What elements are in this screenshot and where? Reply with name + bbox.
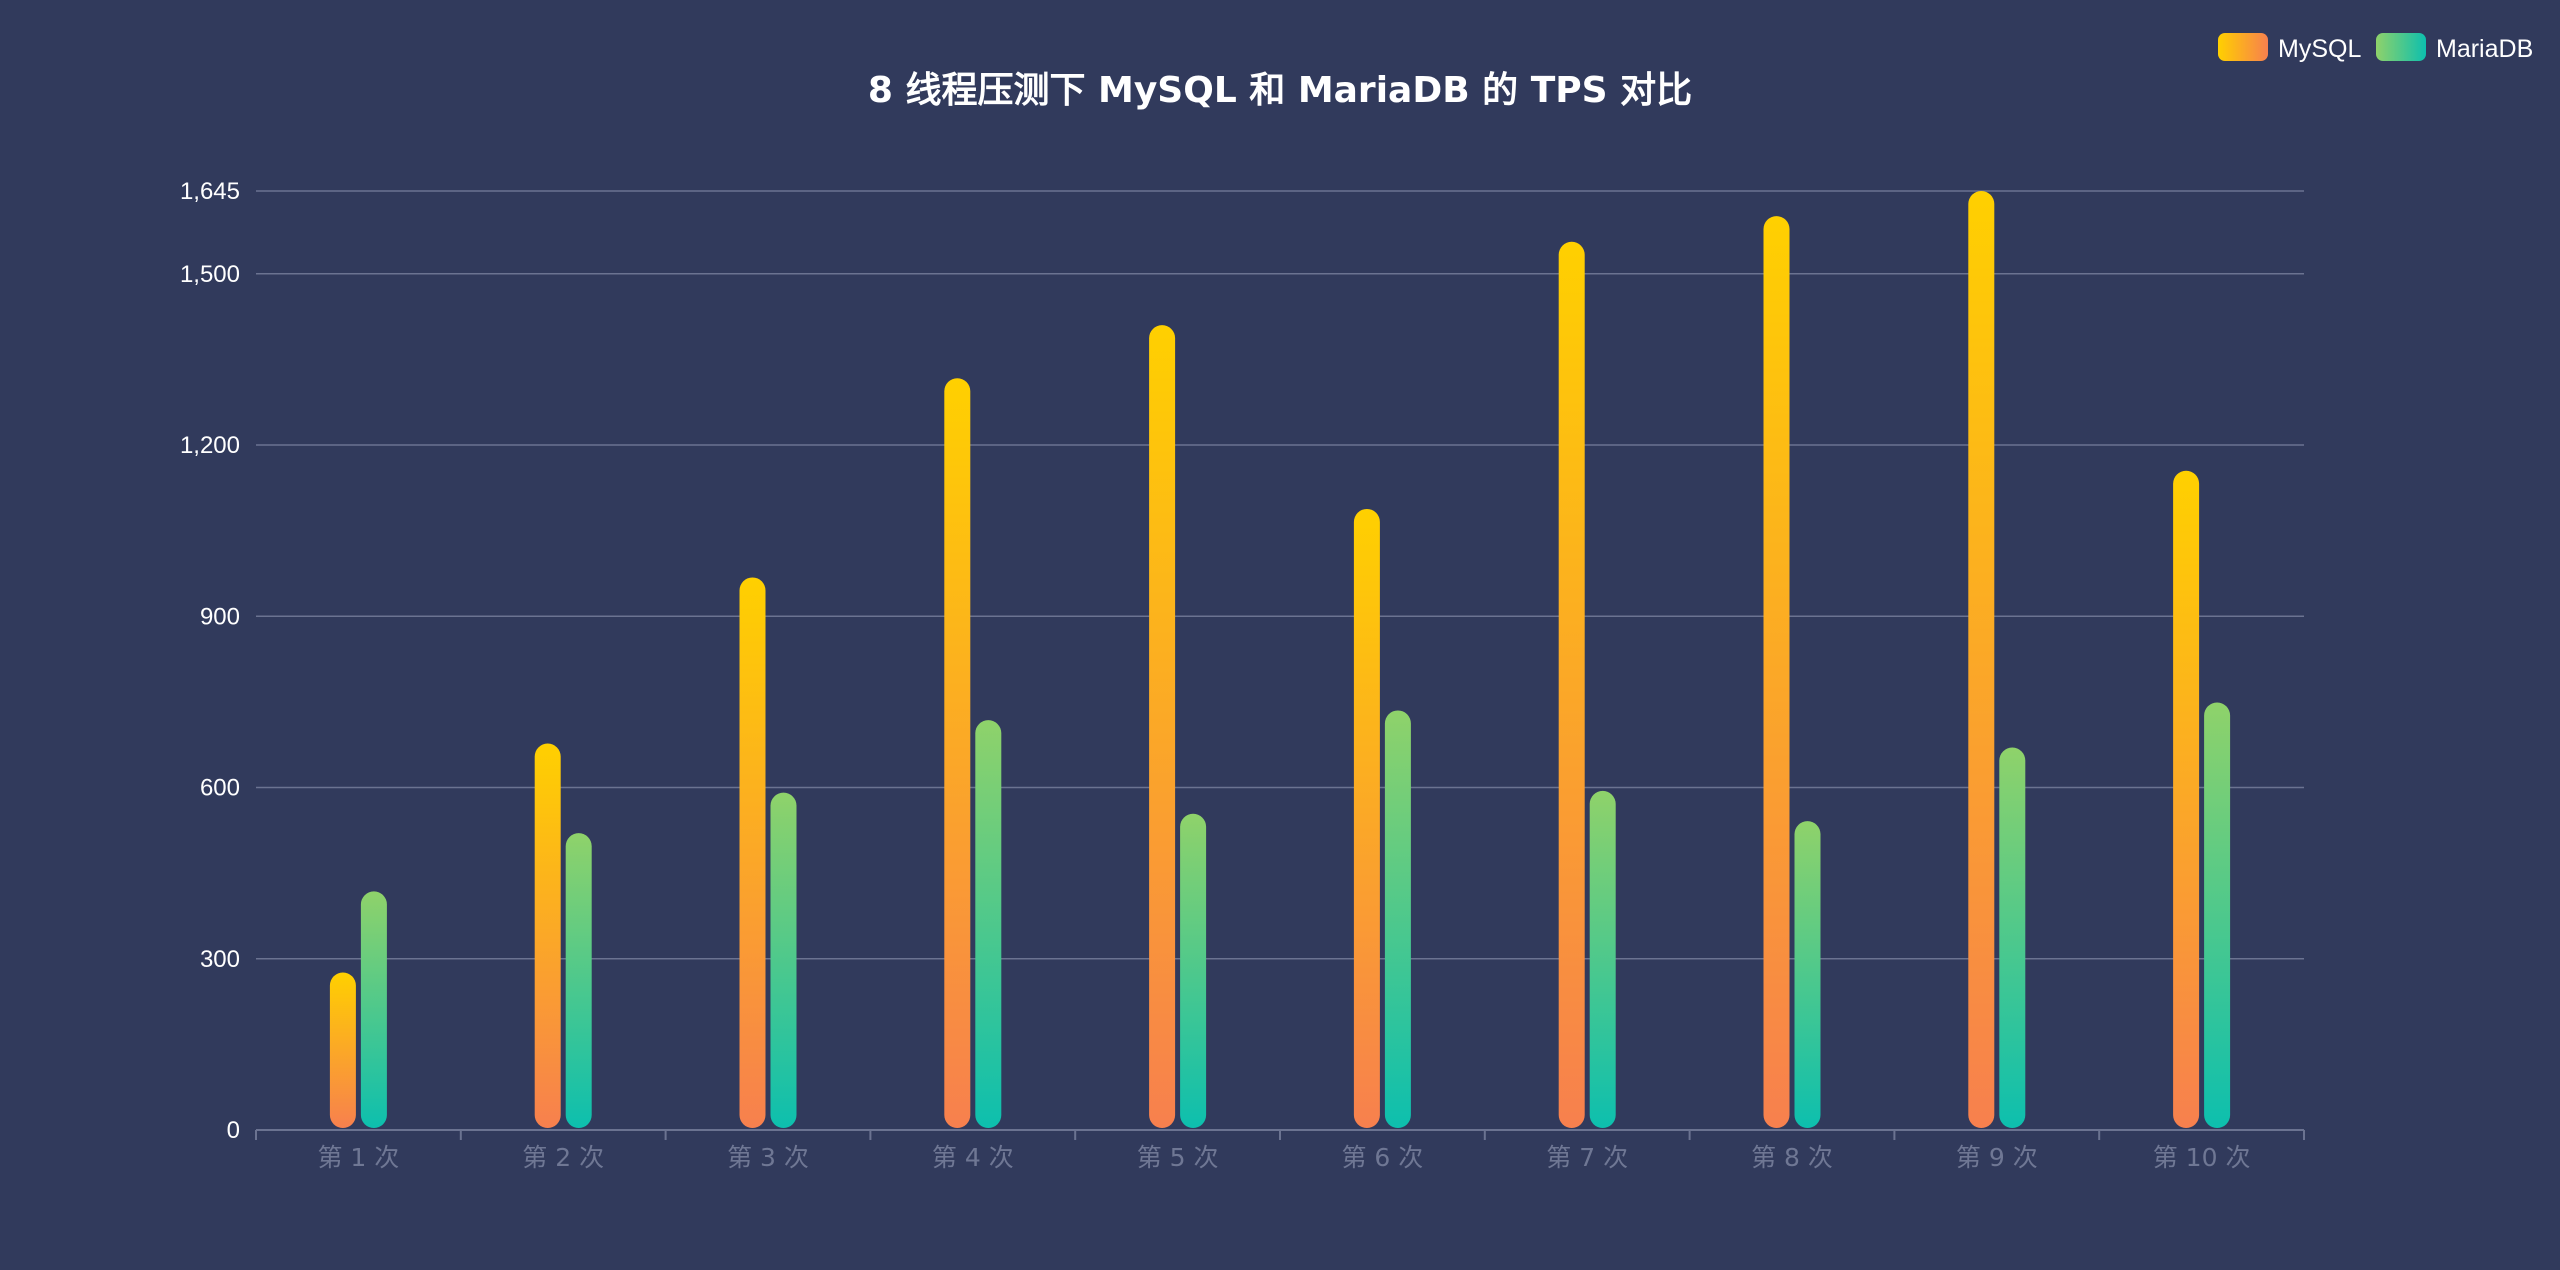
- grid-lines: [256, 190, 2304, 960]
- bar-mariadb-9[interactable]: [1999, 747, 2026, 1128]
- bar-mariadb-4[interactable]: [975, 720, 1002, 1128]
- bar-mysql-3[interactable]: [739, 577, 766, 1128]
- x-tick-label: 第 10 次: [2153, 1143, 2251, 1172]
- bar-mysql-6[interactable]: [1353, 508, 1380, 1128]
- x-tick-label: 第 7 次: [1546, 1143, 1628, 1172]
- bar-mariadb-6[interactable]: [1384, 710, 1411, 1128]
- x-tick-label: 第 5 次: [1137, 1143, 1219, 1172]
- x-tick-label: 第 4 次: [932, 1143, 1014, 1172]
- bars: [329, 191, 2231, 1129]
- y-tick-label: 900: [200, 603, 240, 630]
- bar-mysql-9[interactable]: [1968, 191, 1995, 1128]
- bar-mariadb-7[interactable]: [1589, 790, 1616, 1128]
- legend-label: MySQL: [2278, 35, 2361, 63]
- x-tick-label: 第 6 次: [1341, 1143, 1423, 1172]
- chart-title: 8 线程压测下 MySQL 和 MariaDB 的 TPS 对比: [868, 70, 1692, 111]
- bar-mariadb-1[interactable]: [360, 891, 387, 1128]
- bar-mariadb-10[interactable]: [2204, 702, 2231, 1128]
- bar-mysql-8[interactable]: [1763, 216, 1790, 1129]
- bar-mariadb-8[interactable]: [1794, 821, 1821, 1128]
- y-tick-label: 1,500: [180, 261, 240, 288]
- x-tick-label: 第 3 次: [727, 1143, 809, 1172]
- y-tick-label: 300: [200, 946, 240, 973]
- bar-mariadb-3[interactable]: [770, 792, 797, 1128]
- legend-swatch: [2218, 33, 2268, 61]
- legend-label: MariaDB: [2436, 35, 2533, 63]
- legend-item-mysql[interactable]: MySQL: [2218, 33, 2361, 63]
- y-tick-label: 0: [227, 1117, 240, 1144]
- bar-mysql-2[interactable]: [534, 743, 561, 1128]
- x-axis: 第 1 次 第 2 次 第 3 次 第 4 次 第 5 次 第 6 次 第 7 次 第 8 次…: [255, 1129, 2305, 1172]
- x-tick-label: 第 1 次: [317, 1143, 399, 1172]
- legend-item-mariadb[interactable]: MariaDB: [2376, 33, 2533, 63]
- bar-mysql-10[interactable]: [2173, 470, 2200, 1128]
- bar-mysql-7[interactable]: [1558, 241, 1585, 1128]
- bar-mysql-5[interactable]: [1149, 325, 1176, 1129]
- legend-swatch: [2376, 33, 2426, 61]
- y-tick-label: 600: [200, 775, 240, 802]
- y-tick-label: 1,200: [180, 432, 240, 459]
- bar-mariadb-2[interactable]: [565, 833, 592, 1128]
- x-tick-label: 第 2 次: [522, 1143, 604, 1172]
- x-tick-label: 第 8 次: [1751, 1143, 1833, 1172]
- bar-mariadb-5[interactable]: [1180, 813, 1207, 1128]
- bar-mysql-1[interactable]: [329, 972, 356, 1128]
- x-tick-label: 第 9 次: [1956, 1143, 2038, 1172]
- y-axis: 0 300 600 900 1,200 1,500 1,645: [180, 178, 240, 1144]
- legend[interactable]: MySQL MariaDB: [2218, 33, 2533, 63]
- y-tick-label: 1,645: [180, 178, 240, 205]
- bar-mysql-4[interactable]: [944, 378, 971, 1128]
